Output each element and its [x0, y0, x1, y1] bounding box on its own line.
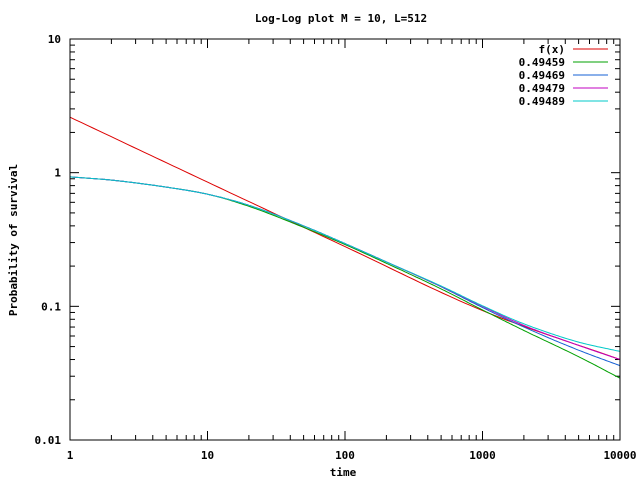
y-tick-label: 1 [54, 167, 61, 180]
x-tick-label: 10000 [603, 449, 636, 462]
series-line-5 [69, 176, 621, 352]
x-tick-label: 100 [335, 449, 355, 462]
y-axis: 0.01 0.1 1 10 [35, 33, 620, 447]
y-axis-label: Probability of survival [7, 164, 20, 316]
legend-label: 0.49459 [519, 56, 565, 69]
x-tick-label: 1000 [469, 449, 496, 462]
x-axis: 1 10 100 1000 10000 [67, 39, 637, 462]
x-tick-label: 10 [201, 449, 214, 462]
plot-frame [69, 38, 621, 441]
chart-title: Log-Log plot M = 10, L=512 [255, 12, 427, 25]
legend-label: f(x) [539, 43, 566, 56]
legend-label: 0.49479 [519, 82, 565, 95]
x-axis-label: time [330, 466, 357, 479]
legend-label: 0.49469 [519, 69, 565, 82]
y-tick-label: 10 [48, 33, 61, 46]
y-tick-label: 0.01 [35, 434, 62, 447]
x-tick-label: 1 [67, 449, 74, 462]
plot-series [69, 116, 621, 379]
y-tick-label: 0.1 [41, 300, 61, 313]
legend-label: 0.49489 [519, 95, 565, 108]
series-line-1 [69, 116, 621, 360]
